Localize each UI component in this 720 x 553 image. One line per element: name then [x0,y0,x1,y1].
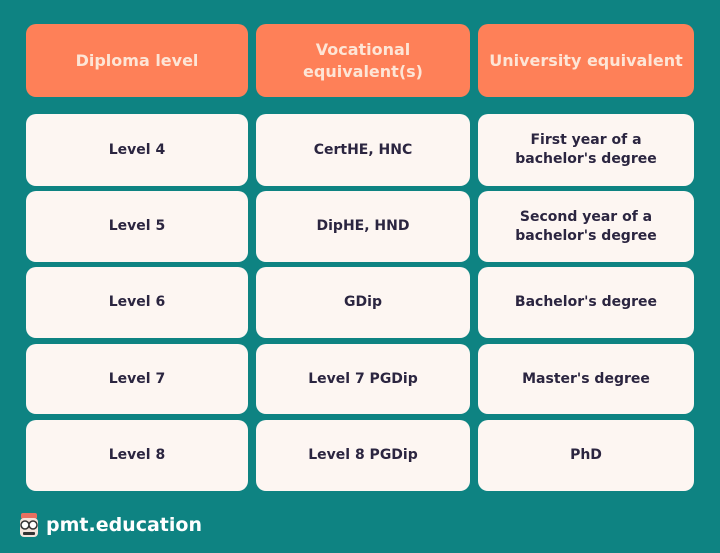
brand-name: pmt.education [46,514,202,536]
table-cell-vocational: DipHE, HND [256,191,470,262]
table-cell-vocational: CertHE, HNC [256,114,470,186]
header-vocational-equivalent: Vocational equivalent(s) [256,24,470,97]
table-cell-vocational: GDip [256,267,470,338]
table-cell-university: Bachelor's degree [478,267,694,338]
table-cell-university: First year of a bachelor's degree [478,114,694,186]
table-cell-vocational: Level 8 PGDip [256,420,470,491]
owl-logo-icon [20,513,38,537]
table-cell-diploma-level: Level 4 [26,114,248,186]
table-cell-university: Second year of a bachelor's degree [478,191,694,262]
header-diploma-level: Diploma level [26,24,248,97]
table-cell-university: Master's degree [478,344,694,414]
table-cell-diploma-level: Level 6 [26,267,248,338]
table-cell-diploma-level: Level 5 [26,191,248,262]
table-cell-vocational: Level 7 PGDip [256,344,470,414]
table-cell-diploma-level: Level 8 [26,420,248,491]
footer-brand: pmt.education [18,512,202,538]
table-cell-diploma-level: Level 7 [26,344,248,414]
table-cell-university: PhD [478,420,694,491]
header-university-equivalent: University equivalent [478,24,694,97]
